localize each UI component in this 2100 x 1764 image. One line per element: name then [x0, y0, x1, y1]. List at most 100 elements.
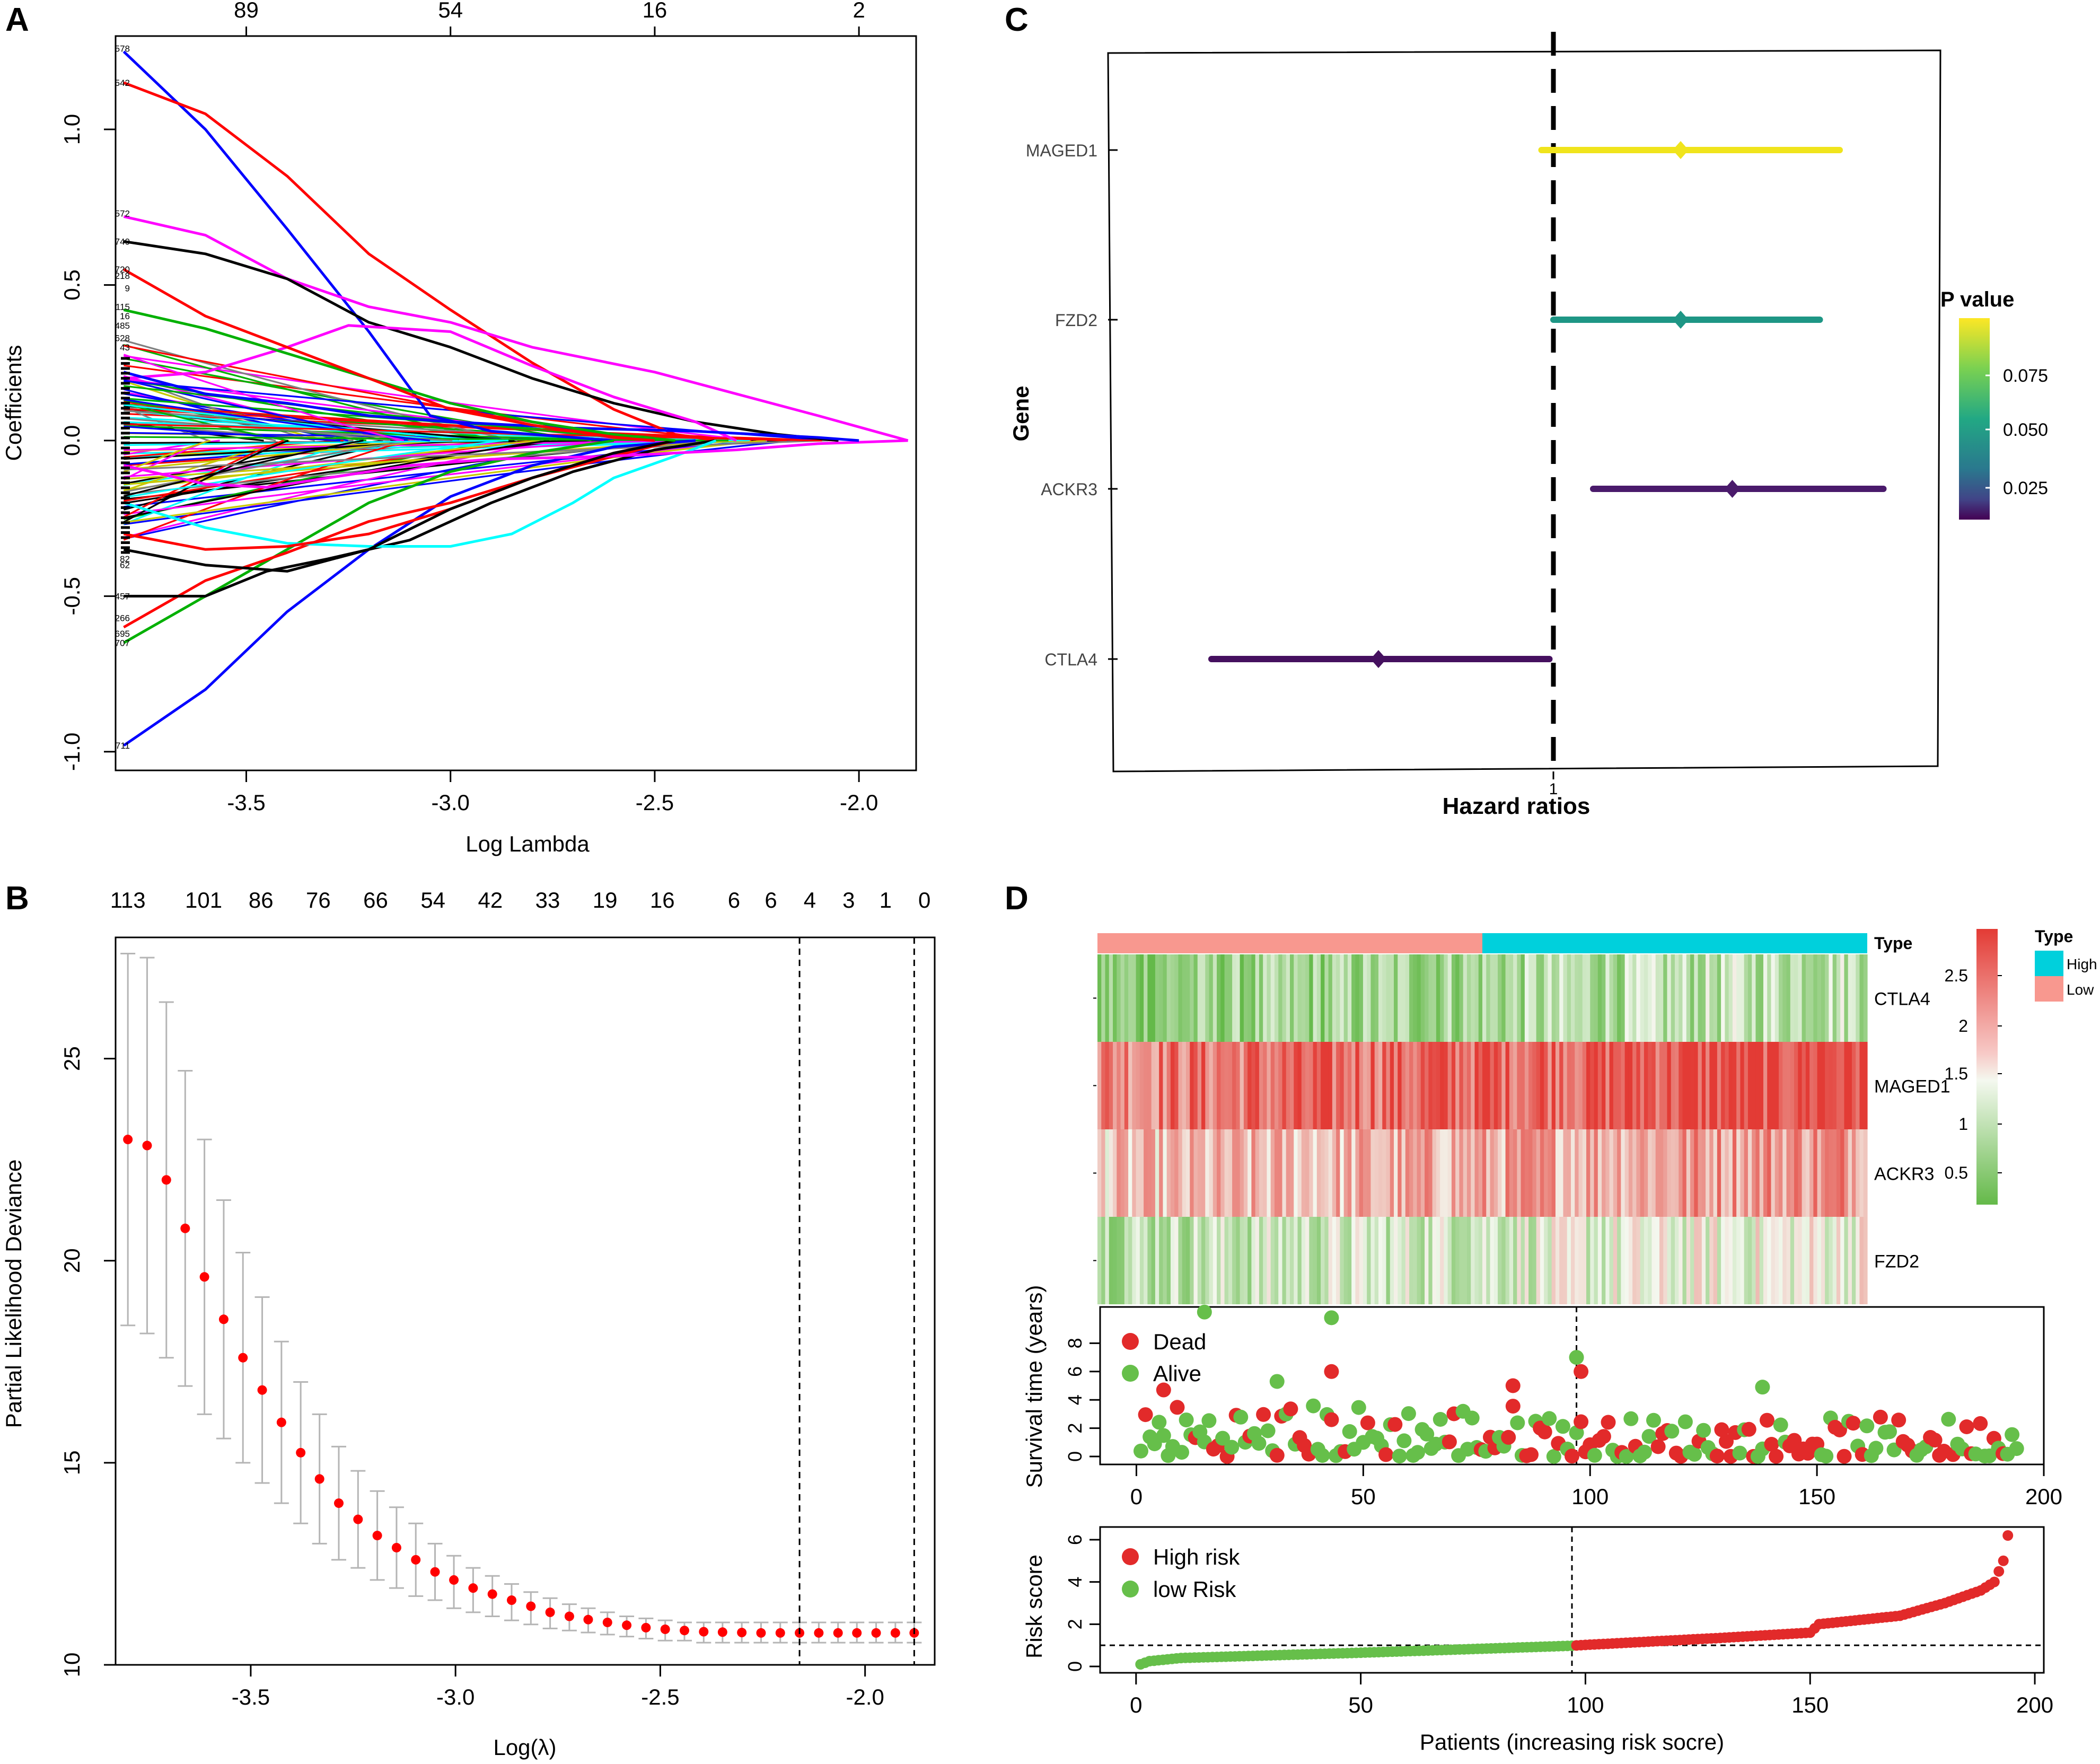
- heatmap-cell: [1570, 1042, 1575, 1129]
- panel-b-points: [123, 937, 919, 1665]
- heatmap-cell: [1551, 1042, 1556, 1129]
- heatmap-cell: [1582, 1042, 1587, 1129]
- heatmap-cell: [1478, 1129, 1483, 1217]
- heatmap-cell: [1501, 954, 1506, 1042]
- heatmap-cell: [1863, 954, 1868, 1042]
- heatmap-cell: [1859, 954, 1864, 1042]
- legend-low-risk-marker: [1122, 1581, 1139, 1598]
- side-label: 266: [115, 613, 130, 623]
- heatmap-cell: [1559, 1129, 1564, 1217]
- heatmap-cell: [1351, 954, 1356, 1042]
- alive-point: [1677, 1414, 1693, 1429]
- heatmap-cell: [1136, 1042, 1140, 1129]
- side-label-crowded: ▬: [121, 352, 130, 362]
- heatmap-cell: [1602, 1042, 1606, 1129]
- alive-point: [1555, 1419, 1570, 1434]
- heatmap-cell: [1447, 954, 1452, 1042]
- heatmap-cell: [1809, 1042, 1814, 1129]
- heatmap-cell: [1509, 1217, 1514, 1304]
- deviance-point: [871, 1628, 881, 1638]
- heatmap-cell: [1420, 1042, 1425, 1129]
- panel-a-y-label: Coefficients: [1, 345, 26, 461]
- x-tick-label: 50: [1348, 1692, 1373, 1717]
- dead-point: [1324, 1412, 1339, 1427]
- heatmap-cell: [1698, 1042, 1702, 1129]
- heatmap-cell: [1648, 1217, 1653, 1304]
- x-tick-label: 0: [1130, 1484, 1143, 1509]
- heatmap-cell: [1178, 1129, 1183, 1217]
- heatmap-cell: [1563, 1129, 1568, 1217]
- row-label-CTLA4: CTLA4: [1874, 989, 1930, 1010]
- x-tick-label: -2.0: [840, 790, 878, 815]
- alive-point: [1197, 1304, 1212, 1320]
- heatmap-cell: [1205, 1042, 1210, 1129]
- heatmap-cell: [1644, 954, 1648, 1042]
- heatmap-cell: [1336, 1129, 1340, 1217]
- alive-point: [1215, 1430, 1231, 1446]
- heatmap-cell: [1401, 954, 1406, 1042]
- heatmap-cell: [1586, 1129, 1591, 1217]
- heatmap-cell: [1655, 1042, 1660, 1129]
- heatmap-cell: [1659, 1129, 1664, 1217]
- heatmap-cell: [1621, 954, 1625, 1042]
- heatmap-cell: [1109, 1042, 1113, 1129]
- top-tick-label: 19: [593, 888, 618, 912]
- heatmap-cell: [1517, 1042, 1522, 1129]
- heatmap-cell: [1578, 954, 1583, 1042]
- heatmap-cell: [1721, 1217, 1725, 1304]
- heatmap-cell: [1409, 1217, 1413, 1304]
- alive-point: [1687, 1446, 1702, 1462]
- heatmap-cell: [1486, 1217, 1491, 1304]
- deviance-point: [775, 1628, 785, 1638]
- heatmap-cell: [1263, 1129, 1268, 1217]
- dead-point: [1269, 1447, 1285, 1463]
- heatmap-cell: [1363, 1129, 1367, 1217]
- heatmap-cell: [1232, 1129, 1236, 1217]
- heatmap-cell: [1471, 1129, 1475, 1217]
- alive-point: [1396, 1433, 1412, 1449]
- heatmap-cell: [1782, 1217, 1787, 1304]
- heatmap-cell: [1313, 1129, 1317, 1217]
- heatmap-cell: [1498, 1129, 1502, 1217]
- heatmap-cell: [1709, 1042, 1714, 1129]
- heatmap-cell: [1163, 954, 1167, 1042]
- heatmap-cell: [1844, 954, 1849, 1042]
- heatmap-cell: [1374, 1042, 1379, 1129]
- heatmap-cell: [1524, 1129, 1529, 1217]
- heatmap-cell: [1444, 1129, 1448, 1217]
- heatmap-cell: [1836, 1129, 1841, 1217]
- heatmap-cell: [1155, 1129, 1159, 1217]
- heatmap-cell: [1367, 1217, 1372, 1304]
- heatmap-cell: [1166, 1042, 1171, 1129]
- heatmap-cell: [1482, 1042, 1487, 1129]
- heatmap-cell: [1166, 954, 1171, 1042]
- side-label: 9: [125, 283, 130, 293]
- heatmap-cell: [1825, 1129, 1829, 1217]
- coefficient-path: [124, 440, 639, 478]
- y-tick-label: 4: [1064, 1577, 1086, 1587]
- heatmap-cell: [1567, 1217, 1571, 1304]
- heatmap-cell: [1570, 1217, 1575, 1304]
- deviance-point: [890, 1628, 900, 1638]
- heatmap-cell: [1709, 1217, 1714, 1304]
- heatmap-cell: [1836, 1042, 1841, 1129]
- heatmap-cell: [1247, 954, 1252, 1042]
- dead-point: [1505, 1399, 1521, 1414]
- side-label: 115: [116, 302, 130, 312]
- heatmap-cell: [1151, 1042, 1156, 1129]
- legend-high-risk-marker: [1122, 1548, 1139, 1565]
- heatmap-cell: [1174, 1042, 1179, 1129]
- heatmap-cell: [1513, 1129, 1517, 1217]
- side-label-crowded: ▬: [121, 496, 130, 506]
- side-label-crowded: ▬: [121, 457, 130, 467]
- heatmap-cell: [1370, 1042, 1375, 1129]
- heatmap-cell: [1255, 1129, 1260, 1217]
- heatmap-cell: [1101, 954, 1106, 1042]
- heatmap-cell: [1332, 1042, 1337, 1129]
- heatmap-cell: [1151, 1217, 1156, 1304]
- dead-point: [1741, 1421, 1756, 1437]
- heatmap-cell: [1825, 954, 1829, 1042]
- gene-label: MAGED1: [1026, 141, 1097, 160]
- panel-b-x-label: Log(λ): [493, 1735, 556, 1760]
